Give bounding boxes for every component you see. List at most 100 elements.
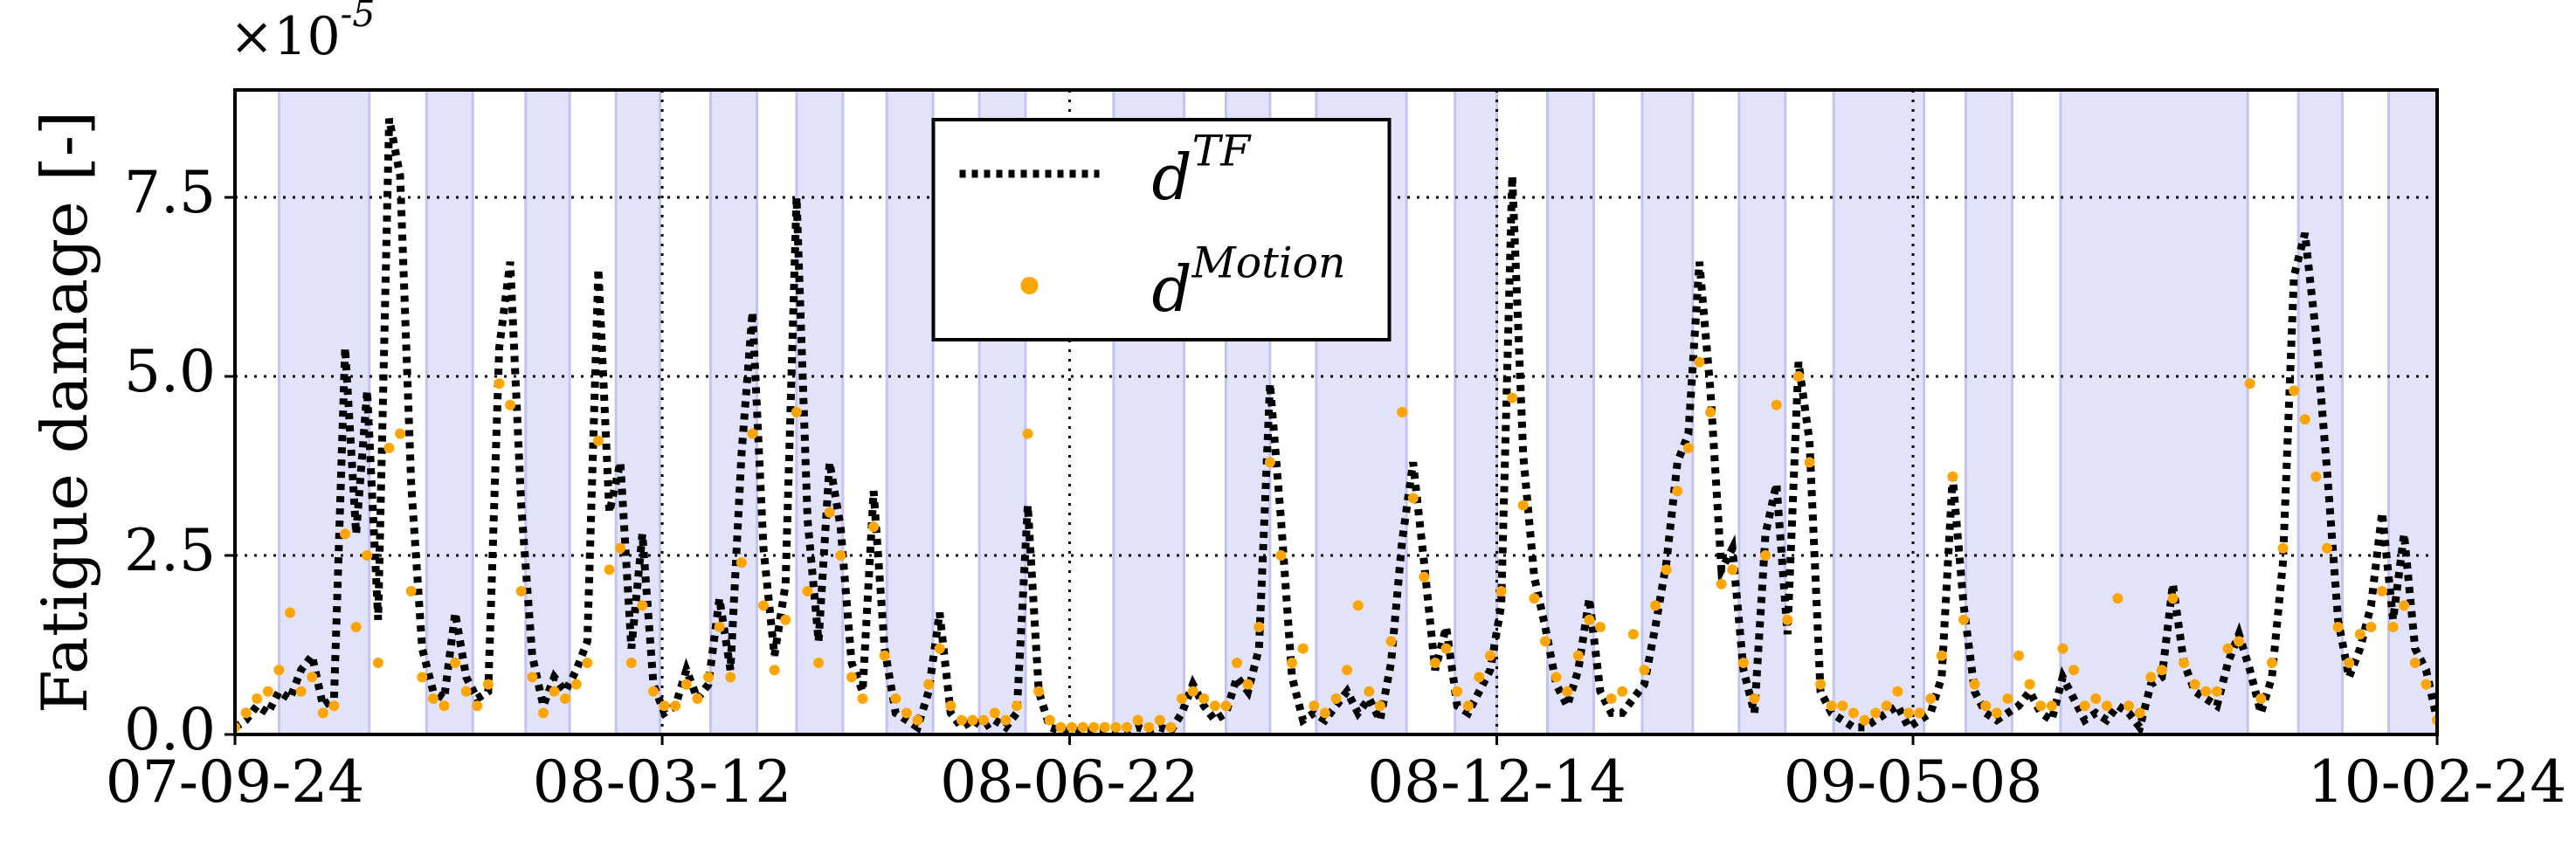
series-point — [824, 507, 835, 518]
y-tick-label: 0.0 — [124, 696, 216, 763]
series-point — [1055, 721, 1067, 733]
series-point — [1771, 399, 1782, 410]
series-point — [549, 686, 560, 697]
series-point — [1627, 629, 1639, 640]
series-point — [1639, 665, 1650, 676]
series-point — [1892, 686, 1903, 697]
series-point — [2013, 650, 2025, 661]
series-point — [317, 707, 328, 719]
series-point — [2222, 643, 2234, 654]
series-point — [1462, 700, 1474, 712]
x-tick-label: 08-12-14 — [1367, 748, 1626, 816]
series-point — [1617, 686, 1628, 697]
series-point — [417, 672, 428, 683]
y-tick-label: 5.0 — [124, 338, 216, 405]
series-point — [1297, 643, 1309, 654]
series-point — [2332, 622, 2344, 632]
series-point — [1969, 679, 1980, 690]
series-point — [2387, 622, 2399, 632]
series-point — [1000, 714, 1012, 726]
series-point — [472, 700, 483, 712]
series-point — [1309, 700, 1320, 712]
series-point — [2376, 586, 2387, 596]
series-point — [2145, 672, 2157, 683]
series-point — [1143, 721, 1155, 733]
series-point — [1011, 700, 1022, 712]
series-point — [1330, 693, 1342, 704]
series-point — [1870, 707, 1882, 719]
x-tick-label: 08-06-22 — [940, 748, 1199, 816]
series-point — [1066, 721, 1077, 733]
series-point — [1495, 586, 1507, 596]
series-point — [1319, 707, 1330, 719]
series-point — [2090, 693, 2102, 704]
series-point — [1737, 658, 1749, 668]
series-point — [1936, 650, 1947, 661]
series-point — [1419, 571, 1430, 582]
series-point — [2046, 700, 2057, 712]
series-point — [879, 650, 890, 661]
series-point — [2299, 414, 2310, 425]
shaded-span — [1832, 88, 1926, 736]
x-tick-label: 10-02-24 — [2308, 748, 2567, 816]
series-point — [1815, 679, 1827, 690]
series-point — [2068, 665, 2080, 676]
series-point — [570, 679, 582, 690]
series-point — [1672, 486, 1683, 497]
series-point — [2134, 707, 2145, 719]
series-point — [2079, 700, 2090, 712]
series-point — [2399, 600, 2410, 611]
series-point — [780, 614, 791, 625]
series-point — [1595, 622, 1606, 632]
series-point — [1550, 672, 1562, 683]
series-point — [1122, 721, 1133, 733]
series-point — [439, 700, 450, 712]
series-point — [625, 658, 637, 668]
series-point — [2179, 658, 2190, 668]
series-point — [1826, 700, 1837, 712]
series-point — [890, 693, 901, 704]
series-point — [362, 550, 373, 561]
series-point — [604, 564, 615, 576]
series-point — [1209, 700, 1220, 712]
legend-label: dMotion — [1152, 238, 1346, 326]
series-point — [1088, 721, 1100, 733]
series-point — [1110, 721, 1122, 733]
series-point — [1342, 665, 1353, 676]
series-point — [1287, 658, 1298, 668]
series-point — [791, 407, 802, 417]
series-point — [2354, 629, 2365, 640]
y-tick-label: 2.5 — [124, 517, 216, 584]
series-point — [2057, 643, 2068, 654]
series-point — [1452, 686, 1463, 697]
series-point — [945, 700, 957, 712]
series-point — [1407, 493, 1419, 504]
series-point — [835, 550, 846, 561]
series-point — [2365, 622, 2377, 632]
series-point — [1847, 707, 1859, 719]
series-point — [934, 643, 945, 654]
series-point — [1914, 707, 1925, 719]
series-point — [295, 686, 307, 697]
series-point — [240, 707, 252, 719]
shaded-span — [425, 88, 474, 736]
plot-frame — [233, 88, 2439, 736]
series-point — [2310, 471, 2322, 482]
shaded-span — [1454, 88, 1499, 736]
series-point — [1429, 658, 1440, 668]
series-point — [769, 665, 780, 676]
series-point — [1727, 564, 1738, 576]
series-point — [1364, 686, 1375, 697]
series-point — [1947, 471, 1958, 482]
series-point — [1154, 714, 1165, 726]
series-point — [1275, 550, 1287, 561]
series-point — [1220, 700, 1232, 712]
series-point — [1242, 679, 1253, 690]
series-point — [813, 658, 825, 668]
series-point — [1099, 721, 1110, 733]
series-point — [1177, 693, 1188, 704]
series-point — [1881, 700, 1892, 712]
y-offset-label: ×10-5 — [230, 0, 375, 67]
series-point — [494, 378, 505, 389]
series-point — [1352, 600, 1364, 611]
